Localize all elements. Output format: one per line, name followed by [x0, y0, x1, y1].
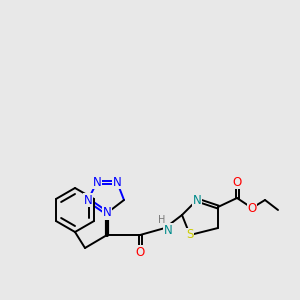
Text: N: N	[193, 194, 201, 206]
Text: N: N	[112, 176, 122, 188]
Text: N: N	[84, 194, 92, 206]
Text: S: S	[186, 229, 194, 242]
Text: N: N	[164, 224, 172, 236]
Text: O: O	[135, 245, 145, 259]
Text: H: H	[158, 215, 166, 225]
Text: N: N	[103, 206, 111, 220]
Text: N: N	[93, 176, 101, 188]
Text: O: O	[248, 202, 256, 214]
Text: O: O	[232, 176, 242, 188]
